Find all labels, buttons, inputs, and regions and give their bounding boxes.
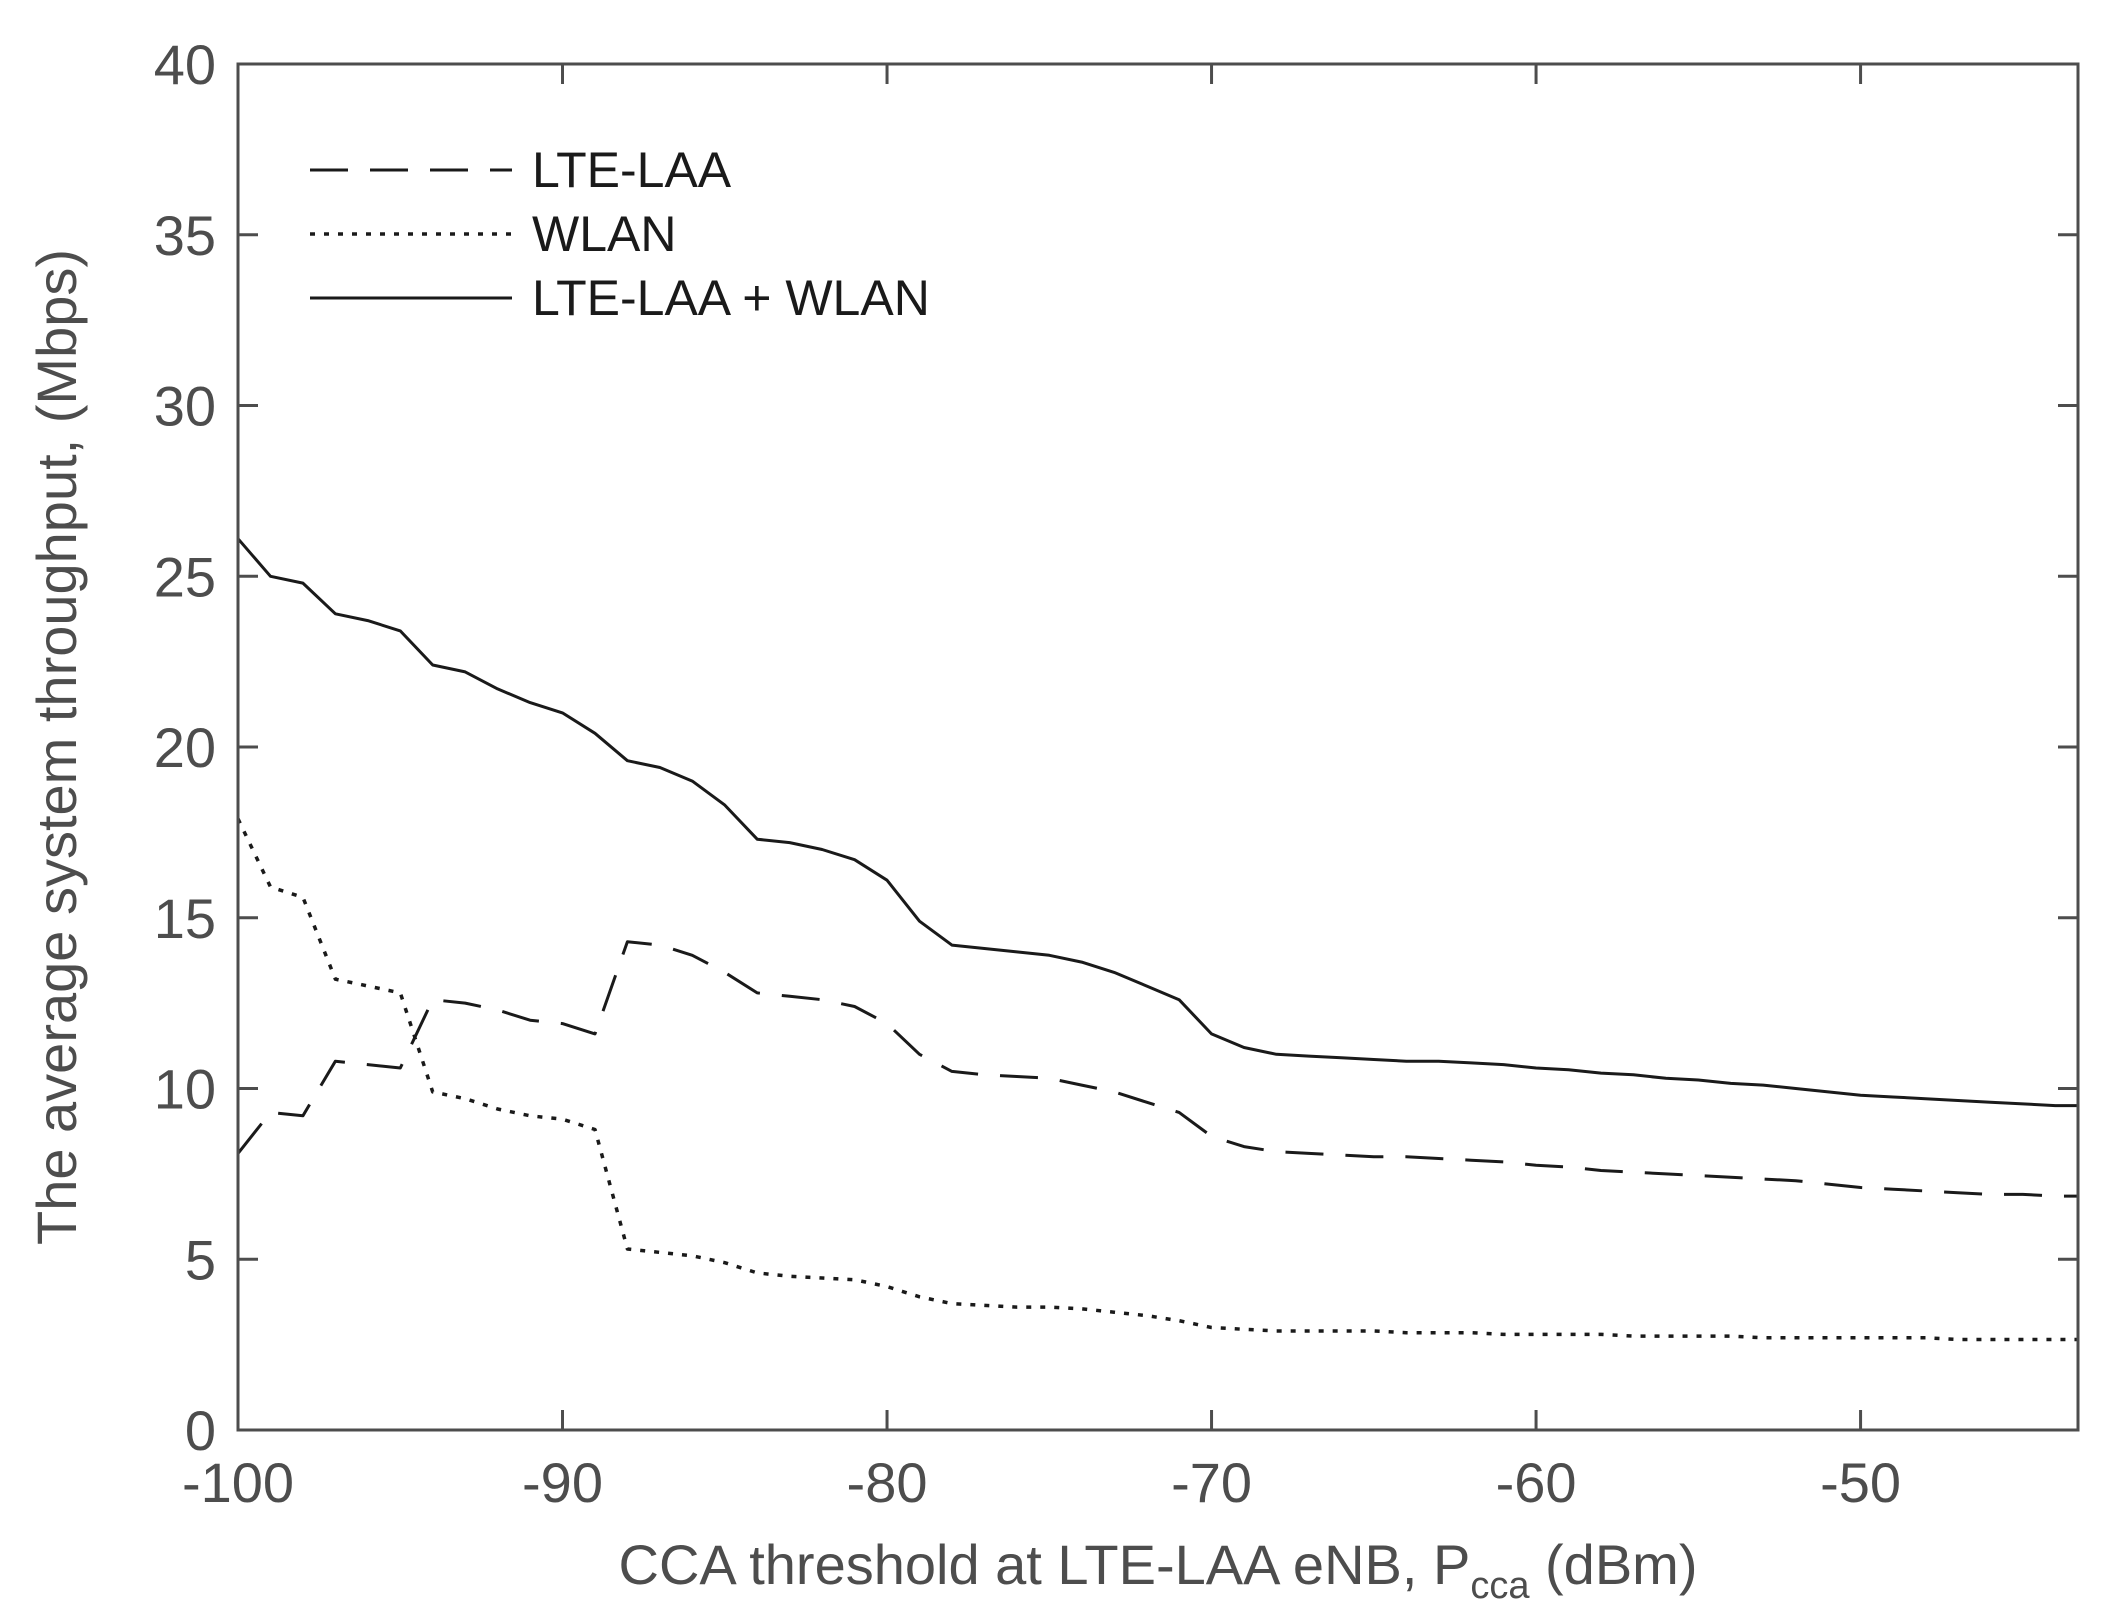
y-tick-label: 15 [154, 887, 216, 950]
x-axis-label: CCA threshold at LTE-LAA eNB, Pcca (dBm) [619, 1533, 1698, 1607]
tick-labels: -100 -90 -80 -70 -60 -50 0 5 10 15 20 25 30 35 40 [154, 33, 1901, 1514]
data-series [236, 537, 2078, 1342]
series-line-lte-laa [236, 940, 2078, 1198]
y-tick-label: 5 [185, 1228, 216, 1291]
x-tick-label: -50 [1820, 1451, 1901, 1514]
y-tick-label: 10 [154, 1058, 216, 1121]
y-axis-label: The average system throughput, (Mbps) [25, 249, 88, 1245]
x-tick-label: -80 [847, 1451, 928, 1514]
x-tick-label: -70 [1171, 1451, 1252, 1514]
legend: LTE-LAA WLAN LTE-LAA + WLAN [310, 142, 930, 326]
x-tick-label: -90 [522, 1451, 603, 1514]
legend-label-lte-laa-plus-wlan: LTE-LAA + WLAN [532, 270, 930, 326]
series-line-lte-laa-wlan [236, 537, 2078, 1108]
plot-area-frame [236, 62, 2080, 1432]
y-tick-label: 20 [154, 716, 216, 779]
y-tick-label: 0 [185, 1399, 216, 1462]
x-tick-label: -60 [1496, 1451, 1577, 1514]
x-axis-label-subscript: cca [1470, 1565, 1530, 1607]
legend-label-wlan: WLAN [532, 206, 676, 262]
x-axis-label-suffix: (dBm) [1529, 1533, 1697, 1596]
y-tick-label: 40 [154, 33, 216, 96]
y-tick-label: 30 [154, 375, 216, 438]
y-tick-label: 25 [154, 545, 216, 608]
legend-label-lte-laa: LTE-LAA [532, 142, 732, 198]
x-axis-label-main: CCA threshold at LTE-LAA eNB, P [619, 1533, 1471, 1596]
x-tick-label: -100 [182, 1451, 294, 1514]
y-tick-label: 35 [154, 204, 216, 267]
